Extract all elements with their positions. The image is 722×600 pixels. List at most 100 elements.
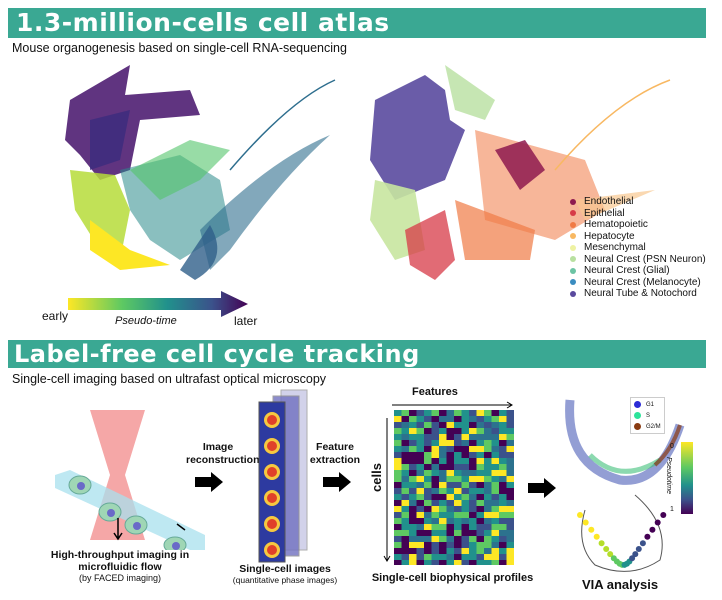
heatmap-cell bbox=[439, 506, 447, 513]
heatmap-cell bbox=[401, 518, 410, 525]
via-node bbox=[644, 533, 651, 540]
heatmap-cell bbox=[491, 434, 500, 441]
heatmap-cell bbox=[469, 476, 477, 483]
heatmap-cell bbox=[469, 434, 477, 441]
heatmap-cell bbox=[416, 542, 425, 549]
via-node bbox=[660, 512, 667, 518]
heatmap-cell bbox=[401, 446, 410, 453]
heatmap-cell bbox=[394, 464, 402, 471]
via-legend-label: S bbox=[646, 412, 651, 419]
heatmap-cell bbox=[506, 482, 514, 489]
heatmap-cell bbox=[401, 410, 410, 417]
heatmap-cell bbox=[454, 428, 462, 435]
heatmap-cell bbox=[461, 536, 470, 543]
heatmap-cell bbox=[506, 488, 514, 495]
heatmap-cell bbox=[446, 446, 455, 453]
heatmap-cell bbox=[476, 554, 485, 561]
heatmap-cell bbox=[476, 482, 485, 489]
heatmap-cell bbox=[394, 500, 402, 507]
heatmap-cell bbox=[484, 548, 492, 555]
legend-item: Epithelial bbox=[570, 208, 706, 220]
heatmap-cell bbox=[484, 482, 492, 489]
heatmap-cell bbox=[461, 512, 470, 519]
heatmap-cell bbox=[424, 506, 432, 513]
heatmap-cell bbox=[409, 458, 417, 465]
heatmap-cell bbox=[401, 452, 410, 459]
heatmap-cell bbox=[424, 512, 432, 519]
heatmap-cell bbox=[446, 494, 455, 501]
heatmap-cell bbox=[454, 560, 462, 565]
heatmap-cell bbox=[401, 542, 410, 549]
heatmap-cell bbox=[446, 458, 455, 465]
pseudotime-later-label: later bbox=[234, 314, 258, 328]
heatmap-cell bbox=[401, 434, 410, 441]
heatmap-cell bbox=[469, 428, 477, 435]
colorbar-label: Pseudotime bbox=[664, 457, 672, 494]
heatmap-cell bbox=[491, 476, 500, 483]
heatmap-cell bbox=[461, 524, 470, 531]
heatmap-cell bbox=[439, 422, 447, 429]
via-legend-item: S bbox=[634, 410, 661, 421]
heatmap-cell bbox=[424, 464, 432, 471]
heatmap-cell bbox=[476, 440, 485, 447]
heatmap-cell bbox=[409, 530, 417, 537]
heatmap-cell bbox=[484, 470, 492, 477]
heatmap-cell bbox=[484, 554, 492, 561]
umap-neural-tube bbox=[370, 75, 465, 200]
heatmap-cell bbox=[439, 458, 447, 465]
heatmap-cell bbox=[469, 554, 477, 561]
heatmap-cell bbox=[461, 428, 470, 435]
heatmap-cell bbox=[476, 458, 485, 465]
heatmap-cell bbox=[491, 524, 500, 531]
heatmap-cell bbox=[484, 512, 492, 519]
heatmap-cell bbox=[401, 500, 410, 507]
heatmap-cell bbox=[409, 410, 417, 417]
heatmap-cell bbox=[484, 440, 492, 447]
heatmap-cell bbox=[454, 410, 462, 417]
via-node bbox=[598, 540, 605, 547]
heatmap-cell bbox=[484, 428, 492, 435]
heatmap-cell bbox=[461, 416, 470, 423]
heatmap-cell bbox=[439, 500, 447, 507]
heatmap-cell bbox=[431, 464, 440, 471]
heatmap-cell bbox=[439, 464, 447, 471]
microfluidic-illustration bbox=[55, 410, 205, 550]
heatmap-cell bbox=[506, 506, 514, 513]
heatmap-cell bbox=[469, 482, 477, 489]
image-reconstruction-label: Image reconstruction bbox=[186, 441, 260, 466]
heatmap-cell bbox=[416, 440, 425, 447]
heatmap-cell bbox=[401, 536, 410, 543]
heatmap-cell bbox=[446, 524, 455, 531]
heatmap-cell bbox=[439, 428, 447, 435]
heatmap-cell bbox=[469, 506, 477, 513]
via-legend-label: G2/M bbox=[646, 423, 661, 430]
heatmap-cell bbox=[469, 512, 477, 519]
heatmap-cell bbox=[476, 452, 485, 459]
umap-arc bbox=[229, 79, 336, 171]
heatmap-cell bbox=[431, 476, 440, 483]
features-arrow bbox=[392, 401, 513, 409]
umap-endothelial bbox=[495, 140, 545, 190]
heatmap-cell bbox=[476, 494, 485, 501]
heatmap-y-label: cells bbox=[368, 463, 384, 492]
heatmap-cell bbox=[506, 524, 514, 531]
umap-cluster-bright bbox=[90, 220, 170, 270]
heatmap-cell bbox=[476, 506, 485, 513]
colorbar-max: 1 bbox=[670, 506, 674, 513]
pseudotime-label: Pseudo-time bbox=[115, 315, 177, 327]
images-caption-title: Single-cell images bbox=[239, 563, 331, 575]
heatmap-cell bbox=[506, 446, 514, 453]
heatmap-cell bbox=[499, 494, 507, 501]
heatmap-cell bbox=[476, 434, 485, 441]
via-legend-item: G1 bbox=[634, 399, 661, 410]
heatmap-cell bbox=[476, 524, 485, 531]
heatmap-cell bbox=[416, 446, 425, 453]
heatmap-cell bbox=[431, 500, 440, 507]
heatmap-cell bbox=[491, 536, 500, 543]
heatmap-cell bbox=[424, 434, 432, 441]
heatmap-cell bbox=[506, 542, 514, 549]
via-node bbox=[649, 526, 656, 533]
heatmap-cell bbox=[446, 542, 455, 549]
heatmap-cell bbox=[491, 518, 500, 525]
heatmap-cell bbox=[491, 452, 500, 459]
